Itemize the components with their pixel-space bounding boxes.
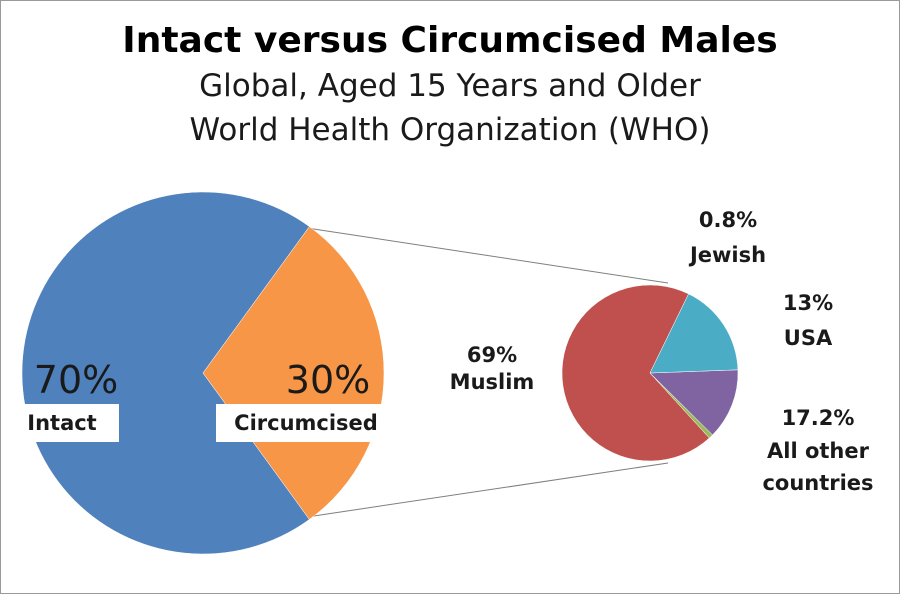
slice-value-muslim: 69% — [467, 343, 517, 367]
slice-label-jewish: Jewish — [688, 243, 766, 267]
pie-slice-all-other-countries — [649, 293, 739, 374]
breakdown-pie — [561, 284, 739, 462]
chart-subtitle-line1: Global, Aged 15 Years and Older — [199, 68, 701, 104]
slice-label-other-line1: All other — [767, 439, 870, 463]
connector-line-top — [306, 227, 669, 284]
label-box-intact — [11, 404, 119, 442]
slice-value-jewish: 0.8% — [699, 208, 757, 232]
slice-label-other-line2: countries — [762, 471, 873, 495]
slice-label-usa: USA — [784, 326, 833, 350]
slice-value-usa: 13% — [783, 291, 833, 315]
label-box-circumcised — [216, 404, 396, 442]
main-pie — [21, 191, 385, 555]
pie-slice-usa — [649, 369, 739, 436]
pie-slice-circumcised — [202, 226, 385, 520]
connector-line-bottom — [306, 462, 669, 518]
slice-label-circumcised: Circumcised — [234, 411, 378, 435]
slice-label-muslim: Muslim — [450, 370, 535, 394]
chart-title: Intact versus Circumcised Males — [122, 20, 777, 61]
slice-value-circumcised: 30% — [286, 358, 370, 402]
slice-label-intact: Intact — [27, 411, 96, 435]
pie-slice-intact — [21, 191, 310, 555]
main-pie-labels: 70% Intact 30% Circumcised — [11, 358, 396, 442]
slice-value-intact: 70% — [34, 358, 118, 402]
breakdown-pie-labels: 69% Muslim 0.8% Jewish 13% USA 17.2% All… — [450, 208, 874, 495]
slice-value-other: 17.2% — [782, 406, 855, 430]
pie-slice-muslim — [561, 284, 710, 462]
chart-subtitle-line2: World Health Organization (WHO) — [190, 112, 711, 148]
